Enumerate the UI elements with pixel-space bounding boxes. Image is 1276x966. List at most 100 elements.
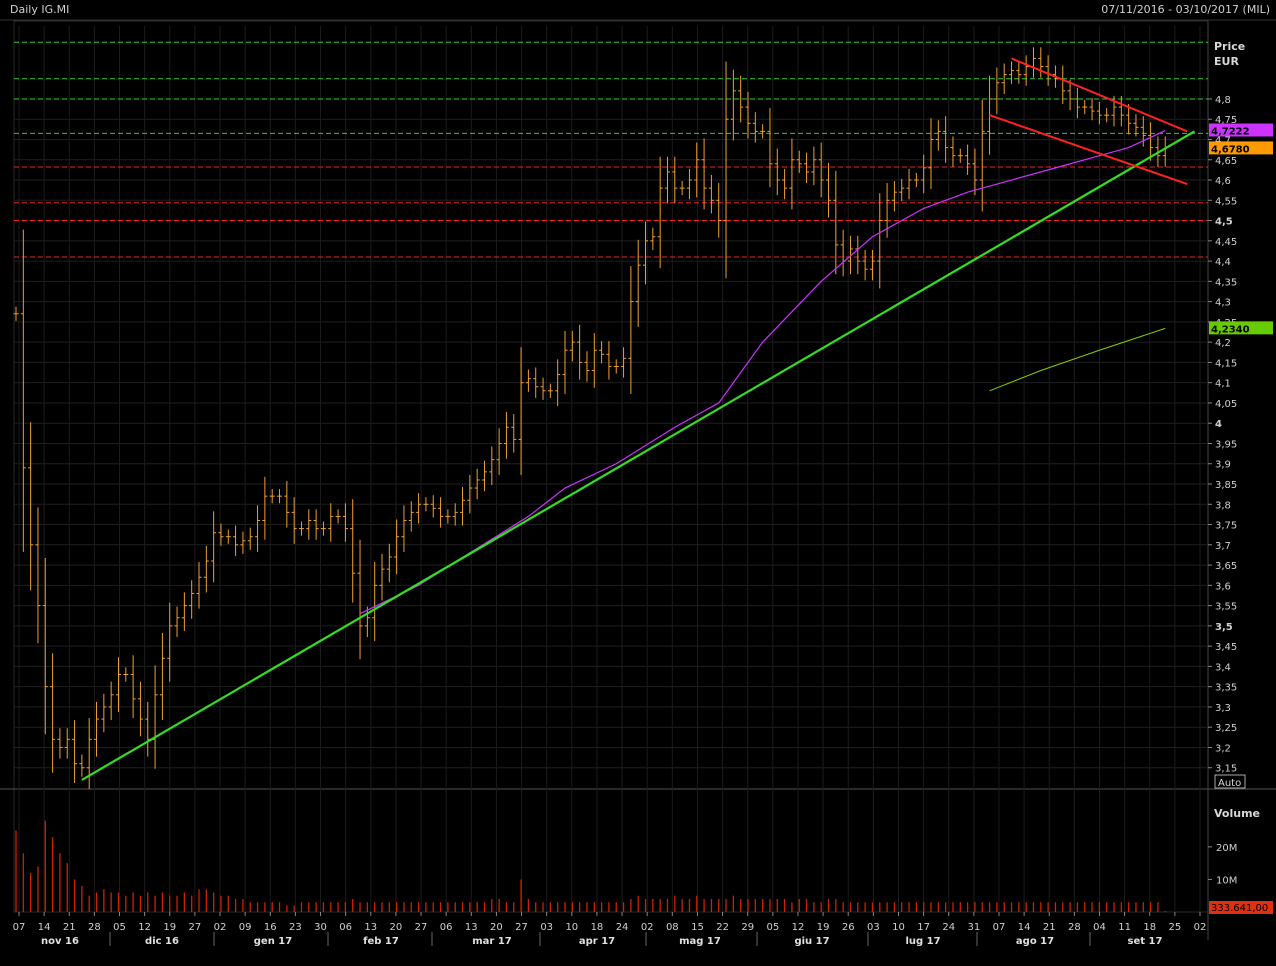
date-tick-label: 10 — [565, 922, 578, 933]
date-tick-label: 07 — [13, 922, 26, 933]
date-tick-label: 29 — [741, 922, 754, 933]
date-tick-label: 16 — [264, 922, 277, 933]
date-tick-label: 14 — [1018, 922, 1031, 933]
month-label: set 17 — [1128, 936, 1163, 947]
price-tick-label: 3,95 — [1215, 439, 1237, 450]
date-tick-label: 13 — [364, 922, 377, 933]
price-tick-label: 3,2 — [1215, 743, 1231, 754]
date-tick-label: 18 — [1143, 922, 1156, 933]
price-tick-label: 3,15 — [1215, 764, 1237, 775]
date-tick-label: 14 — [38, 922, 51, 933]
price-tag-label: 4,2340 — [1211, 324, 1250, 335]
price-bars — [13, 47, 1168, 790]
date-tick-label: 30 — [314, 922, 327, 933]
date-tick-label: 02 — [641, 922, 654, 933]
date-tick-label: 11 — [1118, 922, 1131, 933]
date-tick-label: 28 — [1068, 922, 1081, 933]
price-tick-label: 3,25 — [1215, 723, 1237, 734]
price-tick-label: 4,55 — [1215, 196, 1237, 207]
volume-last-tag — [1209, 901, 1273, 914]
date-tick-label: 27 — [189, 922, 202, 933]
date-tick-label: 07 — [993, 922, 1006, 933]
date-tick-label: 23 — [289, 922, 302, 933]
price-tick-label: 4,8 — [1215, 95, 1231, 106]
date-tick-label: 20 — [490, 922, 503, 933]
uptrend-line — [81, 130, 1196, 781]
date-tick-label: 10 — [892, 922, 905, 933]
date-tick-label: 02 — [214, 922, 227, 933]
chart-title: Daily IG.MI — [10, 3, 70, 16]
date-tick-label: 31 — [967, 922, 980, 933]
price-tick-label: 4,45 — [1215, 237, 1237, 248]
price-tag — [1209, 141, 1273, 155]
month-label: mag 17 — [679, 936, 721, 947]
date-tick-label: 21 — [63, 922, 76, 933]
month-label: lug 17 — [905, 936, 940, 947]
price-tick-label: 4,6 — [1215, 176, 1231, 187]
month-label: apr 17 — [579, 936, 615, 947]
date-tick-label: 27 — [515, 922, 528, 933]
price-tick-label: 4,35 — [1215, 277, 1237, 288]
horizontal-levels — [14, 41, 1208, 258]
price-tick-label: 3,35 — [1215, 683, 1237, 694]
drawn-trendlines — [81, 57, 1196, 781]
price-tick-label: 3,6 — [1215, 581, 1231, 592]
month-label: giu 17 — [794, 936, 829, 947]
price-tick-label: 3,5 — [1215, 622, 1233, 633]
moving-average-line — [359, 130, 1166, 615]
month-label: nov 16 — [41, 936, 79, 947]
moving-average — [359, 130, 1166, 615]
indicator-line — [989, 327, 1166, 392]
date-tick-label: 06 — [339, 922, 352, 933]
volume-bars — [15, 820, 1166, 912]
grid — [0, 19, 1276, 940]
price-tag — [1209, 123, 1273, 137]
price-tick-label: 3,85 — [1215, 480, 1237, 491]
volume-last-label: 333.641,00 — [1211, 903, 1268, 914]
date-tick-label: 24 — [616, 922, 629, 933]
date-tick-label: 18 — [591, 922, 604, 933]
month-label: gen 17 — [254, 936, 292, 947]
date-tick-label: 06 — [440, 922, 453, 933]
month-label: dic 16 — [145, 936, 179, 947]
date-tick-label: 28 — [88, 922, 101, 933]
date-range: 07/11/2016 - 03/10/2017 (MIL) — [1101, 3, 1270, 16]
date-tick-label: 15 — [691, 922, 704, 933]
date-tick-label: 05 — [766, 922, 779, 933]
date-tick-label: 24 — [942, 922, 955, 933]
price-tick-label: 4,7 — [1215, 135, 1231, 146]
price-tick-label: 3,3 — [1215, 703, 1231, 714]
date-tick-label: 02 — [1194, 922, 1207, 933]
price-tick-label: 4,1 — [1215, 379, 1231, 390]
price-tick-label: 4,75 — [1215, 115, 1237, 126]
month-label: feb 17 — [363, 936, 399, 947]
date-tick-label: 17 — [917, 922, 930, 933]
price-tick-label: 4,3 — [1215, 298, 1231, 309]
date-tick-label: 22 — [716, 922, 729, 933]
price-tick-label: 3,8 — [1215, 500, 1231, 511]
date-tick-label: 27 — [415, 922, 428, 933]
date-tick-label: 03 — [867, 922, 880, 933]
date-tick-label: 03 — [540, 922, 553, 933]
date-tick-label: 05 — [113, 922, 126, 933]
channel-lower-line — [989, 114, 1188, 186]
auto-button-box — [1214, 774, 1246, 789]
price-tick-label: 3,65 — [1215, 561, 1237, 572]
month-label: mar 17 — [472, 936, 512, 947]
month-label: ago 17 — [1016, 936, 1054, 947]
date-tick-label: 04 — [1093, 922, 1106, 933]
price-tick-label: 4,4 — [1215, 257, 1231, 268]
price-tick-label: 4,5 — [1215, 217, 1233, 228]
price-tag — [1209, 321, 1273, 335]
price-tag-label: 4,7222 — [1211, 126, 1250, 137]
price-tick-label: 3,75 — [1215, 521, 1237, 532]
price-tick-label: 4 — [1215, 419, 1222, 430]
date-tick-label: 25 — [1169, 922, 1182, 933]
price-tag-label: 4,6780 — [1211, 144, 1250, 155]
price-tick-label: 4,2 — [1215, 338, 1231, 349]
price-tick-label: 4,05 — [1215, 399, 1237, 410]
price-tick-label: 3,45 — [1215, 642, 1237, 653]
volume-tick-label: 10M — [1216, 875, 1237, 886]
